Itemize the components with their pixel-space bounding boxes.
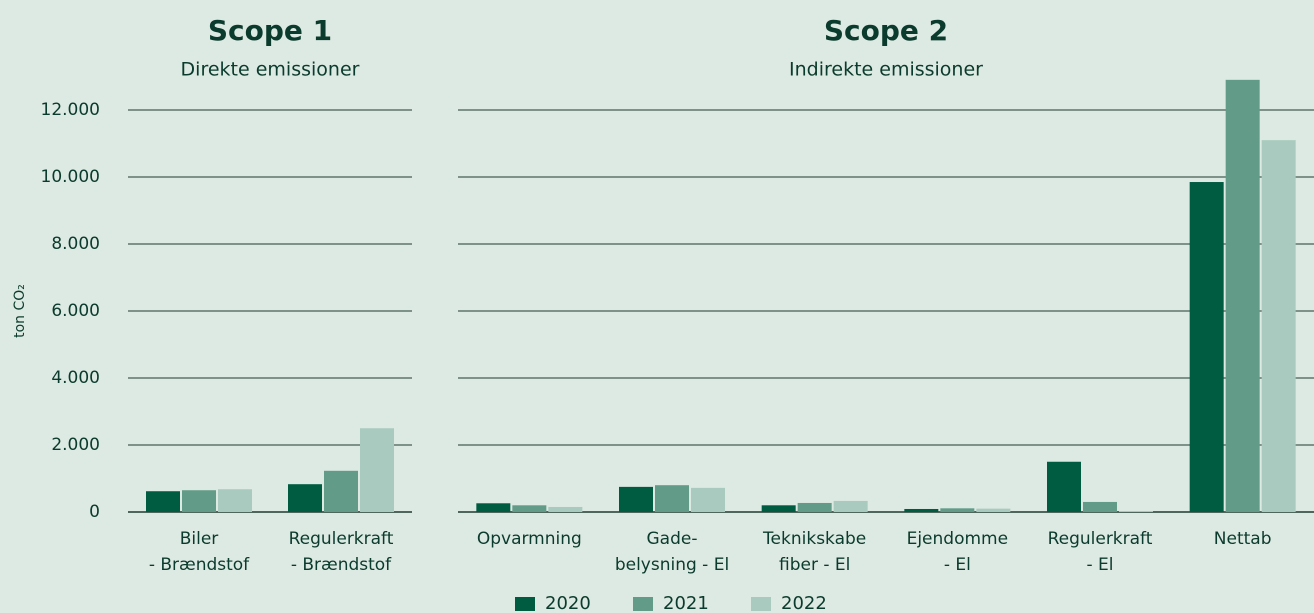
x-tick-label: Regulerkraft <box>1048 529 1153 549</box>
panel-title: Scope 1 <box>208 14 332 47</box>
bar <box>691 487 725 512</box>
legend-swatch <box>633 597 653 611</box>
bar <box>655 485 689 512</box>
y-tick-label: 6.000 <box>51 301 100 321</box>
x-tick-label: Nettab <box>1214 529 1272 549</box>
bar <box>324 470 358 512</box>
x-tick-label: - Brændstof <box>149 555 250 575</box>
bar <box>619 486 653 512</box>
legend-label: 2021 <box>663 593 709 613</box>
x-tick-label: - El <box>944 555 971 575</box>
bar <box>833 500 868 512</box>
legend-swatch <box>515 597 535 611</box>
bar <box>146 491 180 512</box>
x-tick-label: - El <box>1086 555 1113 575</box>
legend-label: 2020 <box>545 593 591 613</box>
x-tick-label: belysning - El <box>615 555 729 575</box>
bar <box>182 490 216 512</box>
bar <box>288 484 322 512</box>
legend-label: 2022 <box>781 593 827 613</box>
y-tick-label: 4.000 <box>51 368 100 388</box>
bar <box>218 489 252 512</box>
bar <box>1119 510 1153 512</box>
y-tick-label: 0 <box>89 502 100 522</box>
x-tick-label: Gade- <box>647 529 698 549</box>
y-axis-label: ton CO₂ <box>12 284 28 338</box>
x-tick-label: Teknikskabe <box>762 529 866 549</box>
x-tick-label: - Brændstof <box>291 555 392 575</box>
x-tick-label: Regulerkraft <box>289 529 394 549</box>
y-tick-label: 8.000 <box>51 234 100 254</box>
bar <box>1261 140 1296 512</box>
bar <box>548 506 583 512</box>
bar <box>797 502 832 512</box>
bar <box>512 505 547 512</box>
bar <box>761 505 796 512</box>
bar <box>940 508 975 512</box>
x-tick-label: Biler <box>180 529 219 549</box>
panel-subtitle: Direkte emissioner <box>181 59 360 81</box>
y-tick-label: 10.000 <box>41 167 100 187</box>
x-tick-label: Opvarmning <box>477 529 582 549</box>
y-tick-label: 2.000 <box>51 435 100 455</box>
bar <box>1189 182 1224 512</box>
x-tick-label: fiber - El <box>779 555 850 575</box>
panel-subtitle: Indirekte emissioner <box>789 59 983 81</box>
bar <box>1047 461 1081 512</box>
x-tick-label: Ejendomme <box>907 529 1008 549</box>
bar <box>476 503 511 512</box>
bar <box>360 428 394 512</box>
panel-title: Scope 2 <box>824 14 948 47</box>
bar <box>1225 79 1260 512</box>
legend-swatch <box>751 597 771 611</box>
bar <box>976 508 1011 512</box>
bar <box>1083 501 1117 512</box>
y-tick-label: 12.000 <box>41 100 100 120</box>
bar <box>904 508 939 512</box>
